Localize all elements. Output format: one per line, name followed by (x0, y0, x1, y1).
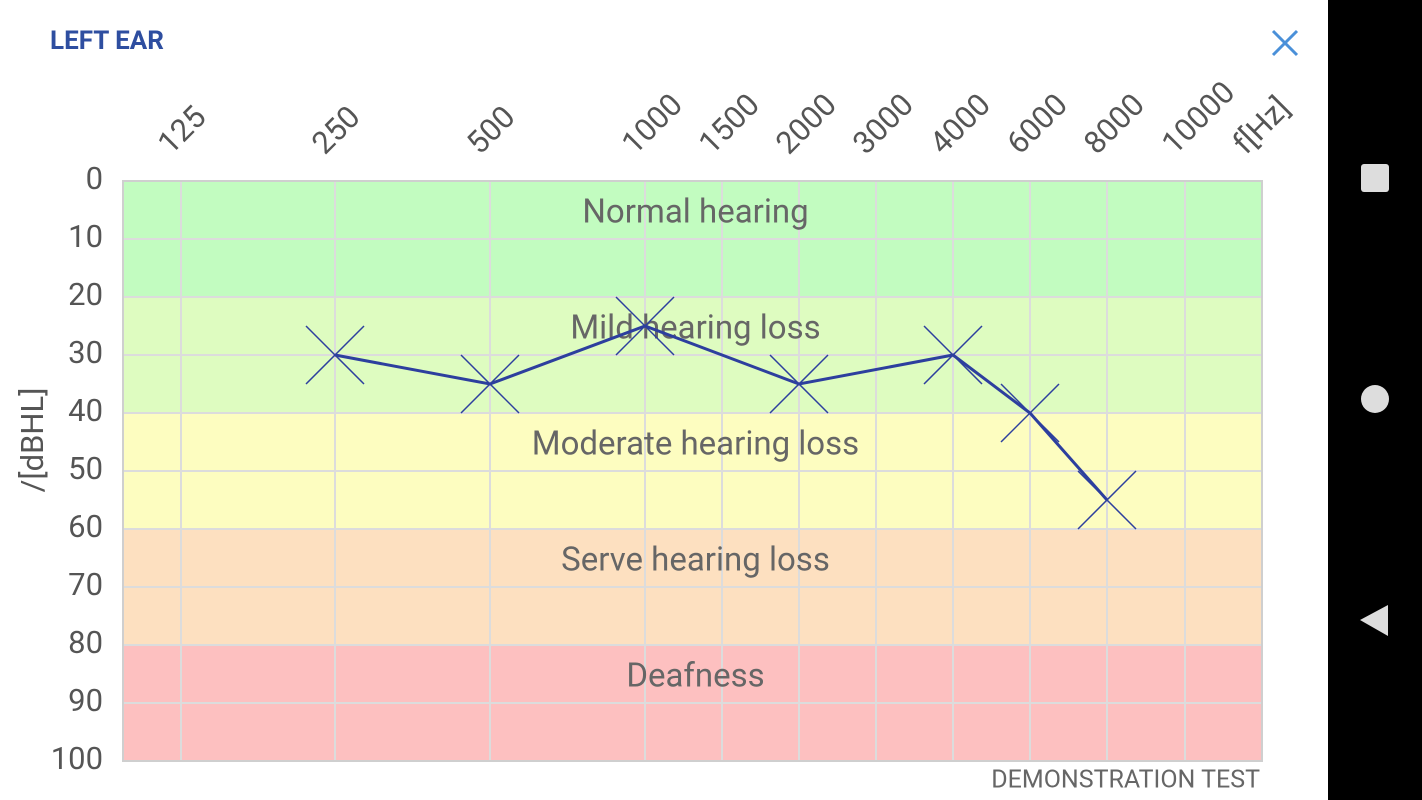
marker (923, 325, 983, 385)
y-tick-label: 0 (86, 160, 103, 197)
marker-stroke (1077, 470, 1137, 530)
x-tick-label: 2000 (768, 86, 843, 161)
marker (460, 354, 520, 414)
marker-stroke (460, 354, 520, 414)
marker (1000, 383, 1060, 443)
y-tick-label: 80 (68, 624, 103, 661)
x-tick-label: 125 (150, 98, 213, 161)
chart: 0 10 20 30 40 50 60 70 80 90 100 125 250 500 1000 1500 2… (14, 74, 1297, 778)
x-tick-label: 4000 (922, 86, 997, 161)
y-tick-label: 60 (68, 508, 103, 545)
marker (769, 354, 829, 414)
y-tick-label: 30 (68, 334, 103, 371)
band-label: Serve hearing loss (561, 541, 830, 580)
footer-note: DEMONSTRATION TEST (991, 766, 1260, 795)
marker-stroke (615, 296, 675, 356)
y-tick-label: 100 (51, 740, 103, 777)
y-tick-label: 10 (68, 218, 103, 255)
y-tick-label: 50 (68, 450, 103, 487)
x-tick-label: 250 (304, 98, 367, 161)
x-tick-label: 6000 (999, 86, 1074, 161)
y-tick-label: 40 (68, 392, 103, 429)
band-label: Mild hearing loss (570, 309, 820, 348)
y-tick-label: 70 (68, 566, 103, 603)
x-tick-label: 10000 (1154, 74, 1242, 162)
home-button[interactable] (1361, 385, 1389, 413)
marker-stroke (923, 325, 983, 385)
close-button[interactable] (1271, 29, 1299, 57)
y-tick-label: 20 (68, 276, 103, 313)
marker (615, 296, 675, 356)
marker-stroke (769, 354, 829, 414)
plot-border (122, 180, 1263, 762)
x-tick-label: 8000 (1076, 86, 1151, 161)
title: LEFT EAR (50, 26, 164, 56)
marker-stroke (1000, 383, 1060, 443)
band-label: Moderate hearing loss (532, 425, 859, 464)
marker-stroke (305, 325, 365, 385)
marker (1077, 470, 1137, 530)
back-button[interactable] (1360, 605, 1388, 636)
x-tick-label: 1500 (691, 86, 766, 161)
recents-button[interactable] (1361, 164, 1389, 192)
band-label: Normal hearing (582, 193, 808, 232)
band-label: Deafness (626, 657, 764, 696)
y-tick-label: 90 (68, 682, 103, 719)
x-tick-label: 3000 (845, 86, 920, 161)
y-axis-label: /[dBHL] (14, 388, 51, 493)
x-tick-label: 1000 (614, 86, 689, 161)
marker (305, 325, 365, 385)
x-tick-label: 500 (459, 98, 522, 161)
